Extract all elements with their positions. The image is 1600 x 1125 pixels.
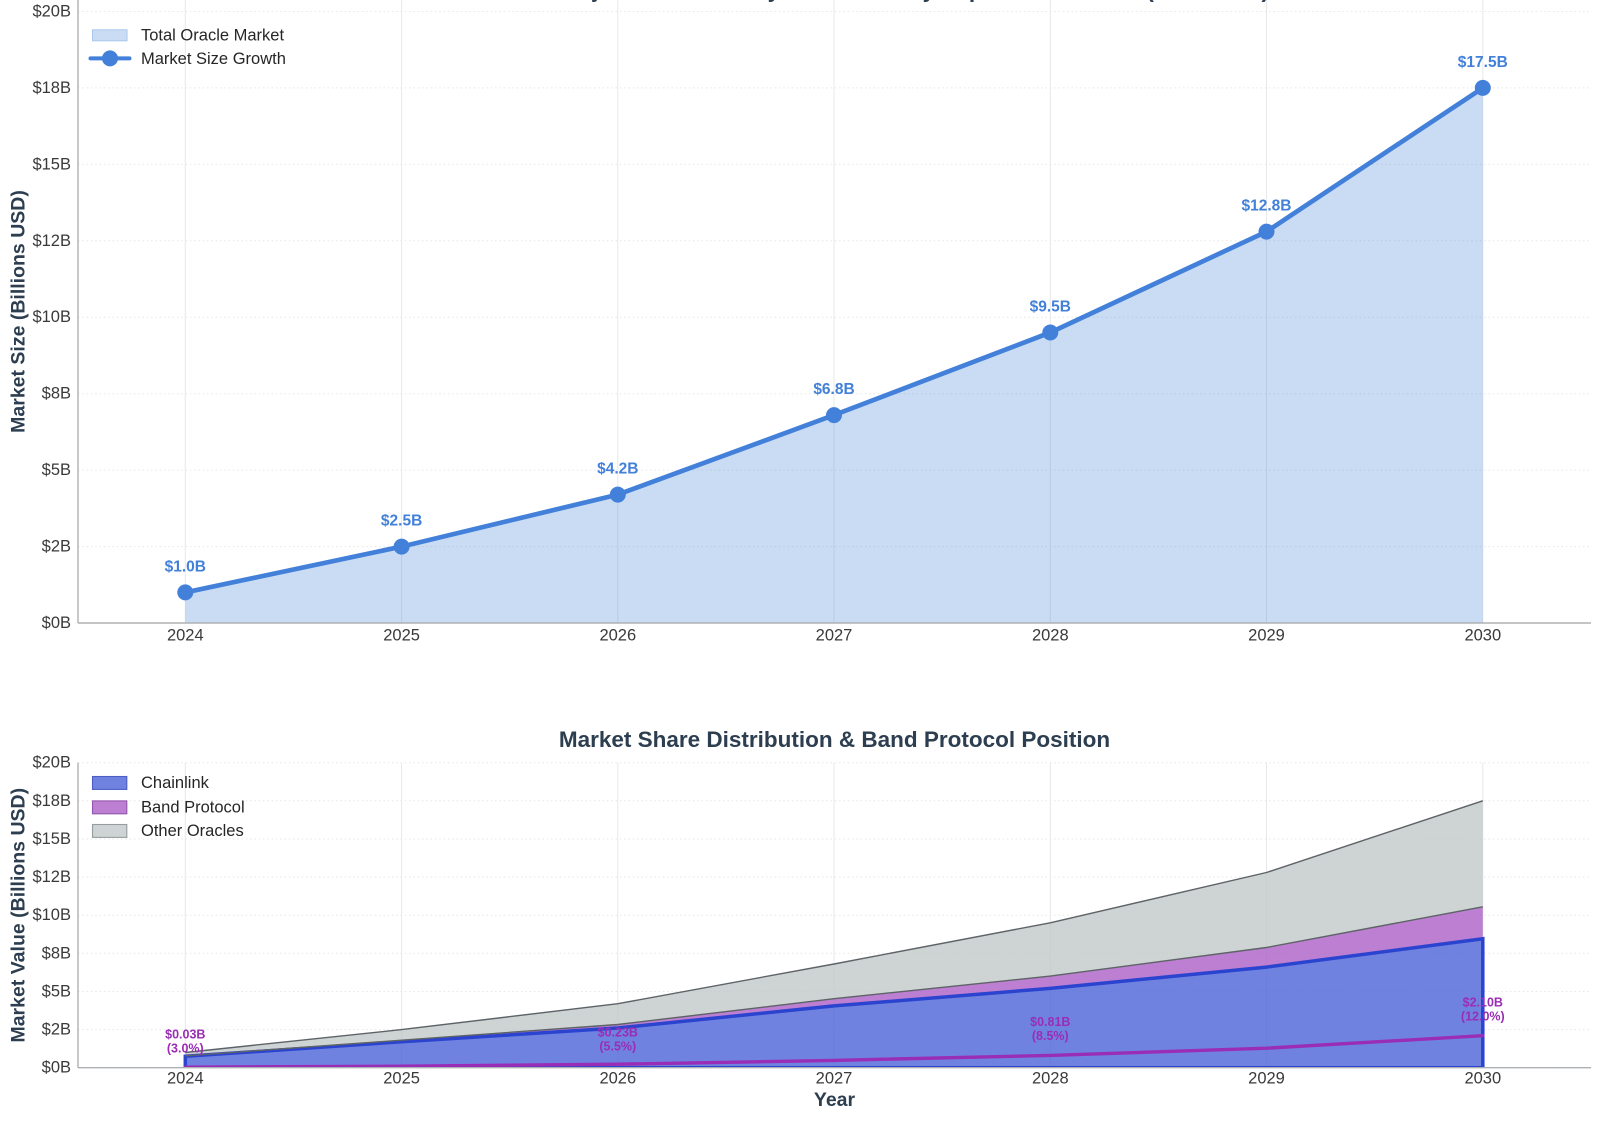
svg-text:2026: 2026 xyxy=(599,1070,636,1088)
svg-text:Other Oracles: Other Oracles xyxy=(141,822,244,840)
svg-text:$10B: $10B xyxy=(32,308,71,326)
svg-text:Market Size Growth: Market Size Growth xyxy=(141,50,286,68)
svg-text:(5.5%): (5.5%) xyxy=(599,1039,636,1053)
svg-text:$20B: $20B xyxy=(32,754,71,772)
svg-text:$4.2B: $4.2B xyxy=(597,461,638,478)
svg-text:$18B: $18B xyxy=(32,79,71,97)
svg-text:2030: 2030 xyxy=(1464,1070,1501,1088)
svg-text:2027: 2027 xyxy=(816,626,853,644)
svg-text:$10B: $10B xyxy=(32,906,71,924)
svg-text:$0.03B: $0.03B xyxy=(165,1027,205,1041)
svg-text:2025: 2025 xyxy=(383,1070,420,1088)
svg-text:$1.0B: $1.0B xyxy=(165,558,206,575)
svg-text:(12.0%): (12.0%) xyxy=(1461,1009,1505,1023)
svg-text:$12B: $12B xyxy=(32,868,71,886)
svg-text:$15B: $15B xyxy=(32,830,71,848)
svg-text:$12.8B: $12.8B xyxy=(1242,198,1292,215)
svg-text:Total Oracle Market: Total Oracle Market xyxy=(141,26,284,44)
svg-text:$15B: $15B xyxy=(32,155,71,173)
svg-text:2025: 2025 xyxy=(383,626,420,644)
svg-text:Year: Year xyxy=(814,1089,856,1111)
svg-text:$6.8B: $6.8B xyxy=(813,381,854,398)
svg-text:$0B: $0B xyxy=(42,1059,71,1077)
svg-text:Market Size (Billions USD): Market Size (Billions USD) xyxy=(8,190,30,433)
svg-text:2026: 2026 xyxy=(599,626,636,644)
svg-text:$5B: $5B xyxy=(42,983,71,1001)
svg-text:Chainlink: Chainlink xyxy=(141,774,210,792)
svg-text:$0.23B: $0.23B xyxy=(598,1025,638,1039)
svg-text:$5B: $5B xyxy=(42,461,71,479)
svg-text:$8B: $8B xyxy=(42,385,71,403)
svg-text:2028: 2028 xyxy=(1032,1070,1069,1088)
svg-text:$17.5B: $17.5B xyxy=(1458,54,1508,71)
svg-text:2024: 2024 xyxy=(167,626,204,644)
svg-text:$2.10B: $2.10B xyxy=(1463,996,1503,1010)
svg-text:2027: 2027 xyxy=(816,1070,853,1088)
svg-text:Market Share Distribution & Ba: Market Share Distribution & Band Protoco… xyxy=(559,727,1110,752)
svg-text:$2B: $2B xyxy=(42,538,71,556)
svg-text:Market Value (Billions USD): Market Value (Billions USD) xyxy=(8,788,30,1043)
svg-text:(3.0%): (3.0%) xyxy=(167,1042,204,1056)
svg-text:2029: 2029 xyxy=(1248,1070,1285,1088)
svg-text:Band Protocol: Band Protocol xyxy=(141,798,245,816)
svg-text:$0.81B: $0.81B xyxy=(1030,1015,1070,1029)
svg-text:2029: 2029 xyxy=(1248,626,1285,644)
svg-text:$9.5B: $9.5B xyxy=(1030,299,1071,316)
svg-text:(8.5%): (8.5%) xyxy=(1032,1029,1069,1043)
svg-text:2030: 2030 xyxy=(1464,626,1501,644)
svg-text:2024: 2024 xyxy=(167,1070,204,1088)
svg-text:$2B: $2B xyxy=(42,1021,71,1039)
svg-text:$18B: $18B xyxy=(32,792,71,810)
svg-text:$0B: $0B xyxy=(42,614,71,632)
svg-text:2028: 2028 xyxy=(1032,626,1069,644)
svg-text:$12B: $12B xyxy=(32,232,71,250)
svg-text:$20B: $20B xyxy=(32,3,71,21)
svg-text:$2.5B: $2.5B xyxy=(381,513,422,530)
svg-text:$8B: $8B xyxy=(42,944,71,962)
